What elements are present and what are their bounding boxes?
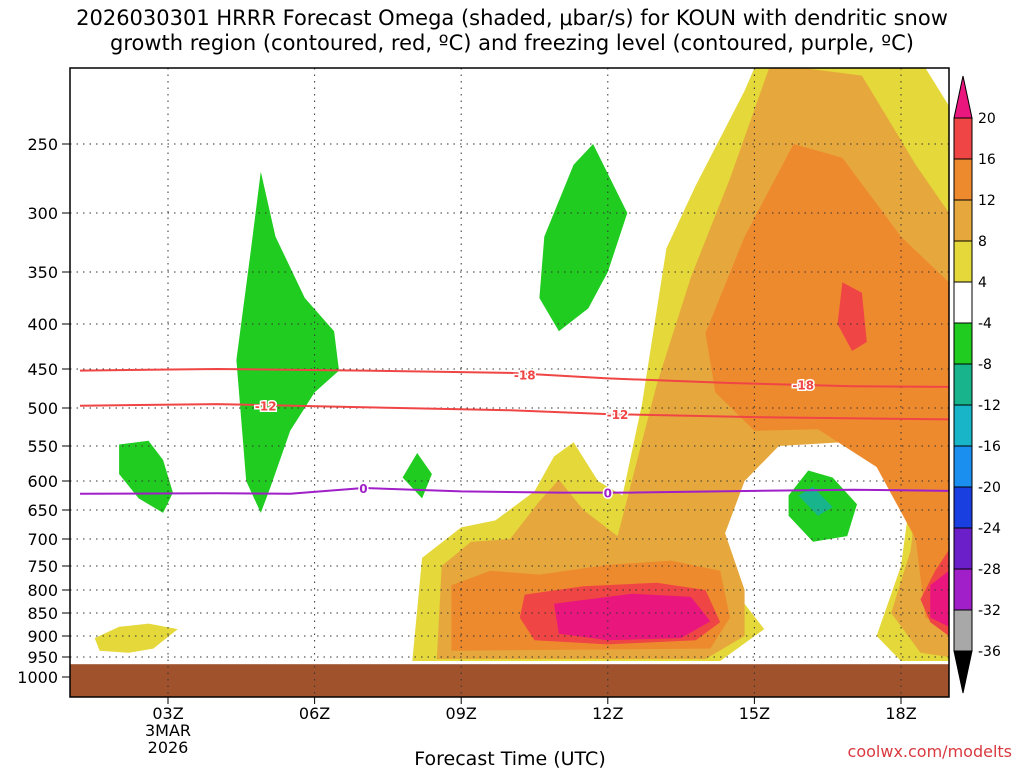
x-tick-label-03Z-line3: 2026 bbox=[148, 738, 189, 757]
colorbar-label--8: -8 bbox=[978, 357, 992, 373]
y-tick-label-400: 400 bbox=[27, 315, 58, 334]
temperature-contours: -18 -18 -12 -12 0 0 bbox=[79, 367, 949, 502]
y-tick-label-550: 550 bbox=[27, 437, 58, 456]
contour-label--12-1: -12 bbox=[607, 408, 629, 422]
omega-region-20-14 bbox=[554, 593, 711, 641]
y-tick-label-650: 650 bbox=[27, 501, 58, 520]
colorbar-bottom-triangle bbox=[953, 650, 973, 694]
colorbar-swatch-13 bbox=[953, 609, 973, 652]
colorbar-swatch-7 bbox=[953, 363, 973, 406]
omega-shading bbox=[94, 68, 949, 661]
colorbar-label-4: 4 bbox=[978, 275, 987, 291]
y-tick-label-950: 950 bbox=[27, 648, 58, 667]
colorbar-label--28: -28 bbox=[978, 562, 1001, 578]
omega-region-4-6 bbox=[94, 623, 178, 653]
colorbar-swatch-9 bbox=[953, 445, 973, 488]
omega-region-16-12 bbox=[837, 282, 867, 351]
y-tick-label-1000: 1000 bbox=[17, 668, 58, 687]
contour-line-0-2 bbox=[79, 486, 949, 495]
colorbar-label--36: -36 bbox=[978, 644, 1001, 660]
plot-frame bbox=[69, 67, 950, 698]
colorbar-label--32: -32 bbox=[978, 603, 1001, 619]
colorbar-label-16: 16 bbox=[978, 152, 996, 168]
colorbar-swatch-6 bbox=[953, 322, 973, 365]
y-tick-label-900: 900 bbox=[27, 627, 58, 646]
colorbar-swatch-12 bbox=[953, 568, 973, 611]
colorbar-swatch-4 bbox=[953, 240, 973, 283]
contour-line--18-0 bbox=[79, 367, 949, 388]
contour-line--12-1 bbox=[79, 403, 949, 421]
colorbar-swatch-1 bbox=[953, 117, 973, 160]
y-tick-label-850: 850 bbox=[27, 604, 58, 623]
colorbar-label-20: 20 bbox=[978, 111, 996, 127]
title-line-1: 2026030301 HRRR Forecast Omega (shaded, … bbox=[76, 6, 948, 30]
x-tick-label-12Z: 12Z bbox=[592, 704, 623, 723]
colorbar-swatch-8 bbox=[953, 404, 973, 447]
colorbar-swatch-11 bbox=[953, 527, 973, 570]
contour-label-0-0: 0 bbox=[359, 482, 367, 496]
colorbar-label-8: 8 bbox=[978, 234, 987, 250]
colorbar-label--12: -12 bbox=[978, 398, 1001, 414]
ground-surface bbox=[70, 664, 949, 697]
y-tick-label-600: 600 bbox=[27, 472, 58, 491]
contour-label-0-1: 0 bbox=[604, 487, 612, 501]
x-tick-label-03Z-line2: 3MAR bbox=[145, 721, 191, 740]
omega-region--4-3 bbox=[539, 144, 628, 332]
contour-label--18-0: -18 bbox=[514, 368, 536, 382]
y-tick-label-250: 250 bbox=[27, 135, 58, 154]
y-tick-label-750: 750 bbox=[27, 557, 58, 576]
y-tick-label-500: 500 bbox=[27, 399, 58, 418]
contour-label--18-1: -18 bbox=[792, 379, 814, 393]
colorbar-label--20: -20 bbox=[978, 480, 1001, 496]
colorbar-swatch-5 bbox=[953, 281, 973, 324]
chart-title: 2026030301 HRRR Forecast Omega (shaded, … bbox=[0, 6, 1024, 56]
colorbar: 20 16 12 8 4 -4 -8 -12 -16 -20 -24 -28 -32 -36 bbox=[953, 75, 1001, 694]
colorbar-swatch-10 bbox=[953, 486, 973, 529]
colorbar-label--24: -24 bbox=[978, 521, 1001, 537]
credit-link[interactable]: coolwx.com/modelts bbox=[847, 742, 1012, 761]
y-tick-label-350: 350 bbox=[27, 263, 58, 282]
contour-label--12-0: -12 bbox=[255, 400, 277, 414]
colorbar-label--16: -16 bbox=[978, 439, 1001, 455]
omega-region--4-1 bbox=[236, 171, 339, 513]
surface-fill bbox=[70, 664, 949, 697]
omega-region--4-2 bbox=[402, 453, 432, 499]
x-tick-label-03Z: 03Z bbox=[152, 704, 183, 723]
colorbar-swatch-2 bbox=[953, 158, 973, 201]
y-tick-label-800: 800 bbox=[27, 581, 58, 600]
colorbar-top-triangle bbox=[953, 75, 973, 119]
y-tick-label-300: 300 bbox=[27, 204, 58, 223]
x-tick-label-18Z: 18Z bbox=[885, 704, 916, 723]
x-tick-label-06Z: 06Z bbox=[299, 704, 330, 723]
x-tick-label-15Z: 15Z bbox=[739, 704, 770, 723]
omega-region--4-0 bbox=[119, 440, 173, 513]
y-tick-label-450: 450 bbox=[27, 360, 58, 379]
y-tick-label-700: 700 bbox=[27, 530, 58, 549]
grid-lines bbox=[70, 68, 949, 697]
title-line-2: growth region (contoured, red, ºC) and f… bbox=[110, 31, 914, 55]
y-axis-ticks: 250 300 350 400 450 500 550 600 650 700 750 800 850 9… bbox=[17, 135, 70, 687]
x-tick-label-09Z: 09Z bbox=[446, 704, 477, 723]
colorbar-label-12: 12 bbox=[978, 193, 996, 209]
colorbar-swatch-3 bbox=[953, 199, 973, 242]
x-axis-label: Forecast Time (UTC) bbox=[414, 748, 605, 768]
omega-region--8-5 bbox=[798, 486, 833, 516]
colorbar-label--4: -4 bbox=[978, 316, 992, 332]
